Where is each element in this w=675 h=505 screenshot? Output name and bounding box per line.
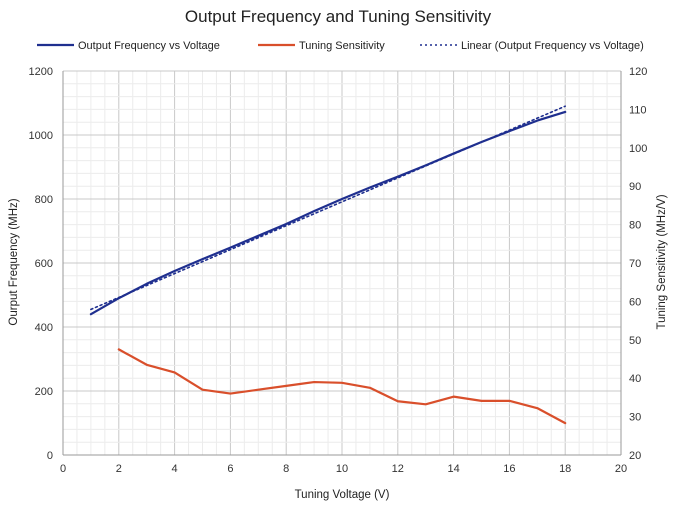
x-tick-label: 12 [392, 463, 404, 475]
x-tick-label: 14 [447, 463, 459, 475]
x-tick-label: 20 [615, 463, 627, 475]
x-tick-label: 8 [283, 463, 289, 475]
legend-label-1: Tuning Sensitivity [299, 40, 385, 52]
legend: Output Frequency vs Voltage Tuning Sensit… [37, 40, 644, 52]
y-right-tick-label: 60 [629, 296, 641, 308]
y-left-tick-label: 200 [35, 386, 53, 398]
y-left-tick-label: 600 [35, 258, 53, 270]
x-tick-label: 6 [227, 463, 233, 475]
y-axis-right-label: Tuning Sensitivity (MHz/V) [656, 194, 668, 329]
legend-label-0: Output Frequency vs Voltage [78, 40, 220, 52]
y-right-tick-label: 80 [629, 220, 641, 232]
y-right-tick-label: 40 [629, 373, 641, 385]
legend-label-2: Linear (Output Frequency vs Voltage) [461, 40, 644, 52]
y-left-tick-label: 800 [35, 194, 53, 206]
chart-title: Output Frequency and Tuning Sensitivity [185, 7, 492, 26]
y-right-tick-label: 100 [629, 143, 647, 155]
series-group [89, 105, 567, 425]
y-right-tick-label: 20 [629, 450, 641, 462]
x-tick-label: 0 [60, 463, 66, 475]
y-right-tick-label: 30 [629, 412, 641, 424]
grid [62, 70, 622, 456]
y-left-tick-label: 400 [35, 322, 53, 334]
y-left-tick-label: 0 [47, 450, 53, 462]
x-tick-label: 10 [336, 463, 348, 475]
x-tick-label: 18 [559, 463, 571, 475]
y-right-tick-label: 90 [629, 181, 641, 193]
y-right-tick-label: 120 [629, 66, 647, 78]
x-tick-label: 16 [503, 463, 515, 475]
axes [62, 71, 622, 456]
series-line-1 [117, 348, 567, 425]
series-line-2 [90, 105, 567, 311]
x-tick-label: 2 [116, 463, 122, 475]
y-right-tick-label: 50 [629, 335, 641, 347]
y-axis-left-label: Ourput Frequency (MHz) [8, 198, 20, 325]
x-axis-label: Tuning Voltage (V) [295, 489, 390, 501]
y-left-tick-label: 1000 [29, 130, 53, 142]
tick-labels: 0 2 4 6 8 10 12 14 16 18 2002004006008001000120020… [29, 66, 648, 475]
y-right-tick-label: 110 [629, 104, 647, 116]
y-right-tick-label: 70 [629, 258, 641, 270]
y-left-tick-label: 1200 [29, 66, 53, 78]
x-tick-label: 4 [172, 463, 178, 475]
